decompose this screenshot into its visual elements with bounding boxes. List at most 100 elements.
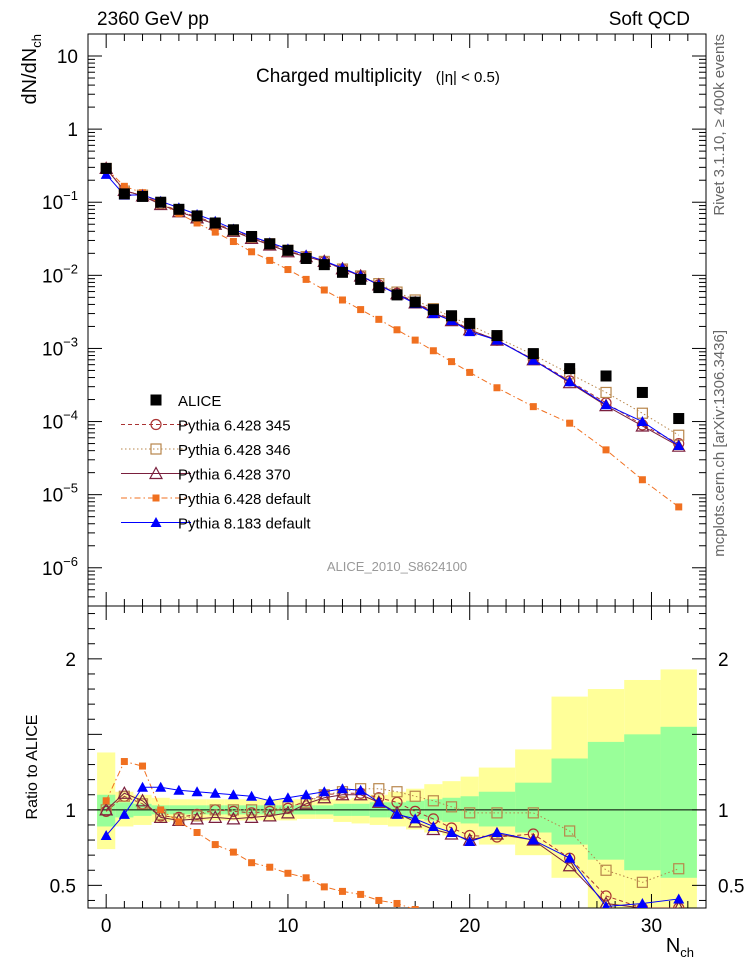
point-ratio-pythia-8-183-default	[209, 787, 221, 798]
band-green	[478, 791, 516, 827]
point-ratio-pythia-6-428-346	[427, 795, 439, 807]
point-pythia-6-428-default	[302, 275, 310, 283]
point-alice	[118, 188, 130, 200]
point-ratio-pythia-6-428-default	[139, 762, 147, 770]
legend-marker	[150, 394, 162, 406]
point-ratio-pythia-8-183-default	[137, 781, 149, 792]
point-alice	[355, 273, 367, 285]
y-tick-exponent: −1	[63, 188, 78, 203]
legend-marker	[150, 418, 162, 431]
point-pythia-6-428-default	[120, 182, 128, 190]
point-alice	[373, 282, 385, 294]
point-pythia-6-428-default	[320, 286, 328, 294]
point-ratio-pythia-8-183-default	[300, 789, 312, 800]
point-alice	[673, 413, 685, 425]
point-pythia-8-183-default	[564, 376, 576, 387]
point-ratio-pythia-6-428-default	[338, 887, 346, 895]
point-alice	[173, 203, 185, 215]
point-ratio-pythia-6-428-default	[175, 818, 183, 826]
legend-marker	[150, 517, 162, 527]
point-ratio-pythia-6-428-default	[357, 890, 365, 898]
point-pythia-6-428-default	[229, 238, 237, 246]
ratio-y-tick-label-right: 2	[718, 650, 729, 671]
y-tick-exponent: −3	[63, 334, 78, 349]
point-ratio-pythia-8-183-default	[636, 897, 648, 908]
legend-label-alice: ALICE	[178, 393, 221, 410]
category-label: Soft QCD	[608, 9, 690, 30]
ratio-y-tick-label-right: 0.5	[718, 876, 744, 897]
legend-marker	[148, 466, 164, 480]
point-alice	[246, 230, 258, 242]
point-alice	[209, 217, 221, 229]
point-alice	[282, 244, 294, 256]
ratio-y-tick-label-right: 1	[718, 801, 729, 822]
point-ratio-pythia-6-428-default	[102, 797, 110, 805]
point-ratio-pythia-6-428-370	[99, 802, 114, 816]
point-alice	[100, 162, 112, 174]
ratio-y-tick-label: 2	[65, 650, 76, 671]
band-green	[660, 726, 697, 878]
point-ratio-pythia-8-183-default	[264, 795, 276, 806]
point-ratio-pythia-6-428-default	[211, 841, 219, 849]
point-pythia-6-428-default	[448, 358, 456, 366]
point-ratio-pythia-6-428-370	[335, 787, 350, 801]
point-pythia-8-183-default	[527, 354, 539, 365]
y-tick-label: 10−1	[42, 188, 78, 214]
x-tick-label: 0	[101, 916, 112, 937]
y-axis-label: dN/dNch	[19, 34, 44, 104]
point-ratio-pythia-8-183-default	[673, 893, 685, 904]
y-tick-label: 10−2	[42, 261, 78, 287]
analysis-watermark: ALICE_2010_S8624100	[327, 559, 467, 574]
y-tick-label: 1	[67, 120, 78, 141]
point-pythia-6-428-default	[429, 347, 437, 355]
point-pythia-6-428-default	[357, 306, 365, 314]
point-ratio-pythia-8-183-default	[155, 781, 167, 792]
point-alice	[446, 310, 458, 322]
point-ratio-pythia-6-428-default	[157, 806, 165, 814]
y-tick-label: 10−6	[42, 554, 78, 580]
point-ratio-pythia-8-183-default	[246, 790, 258, 801]
point-ratio-pythia-6-428-346	[227, 804, 240, 816]
point-pythia-6-428-default	[602, 446, 610, 454]
point-ratio-pythia-8-183-default	[446, 827, 458, 837]
point-ratio-pythia-8-183-default	[118, 808, 130, 819]
point-ratio-pythia-6-428-370	[208, 810, 223, 824]
rivet-label: Rivet 3.1.10, ≥ 400k events	[711, 34, 728, 216]
y-tick-label: 10−5	[42, 481, 78, 507]
point-pythia-6-428-default	[493, 384, 501, 392]
point-ratio-pythia-6-428-346	[564, 825, 576, 837]
point-ratio-pythia-6-428-370	[371, 795, 386, 808]
point-pythia-6-428-default	[266, 256, 274, 264]
point-ratio-pythia-6-428-default	[375, 896, 383, 904]
point-ratio-pythia-6-428-370	[244, 810, 259, 824]
point-ratio-pythia-8-183-default	[227, 789, 239, 800]
point-ratio-pythia-6-428-346	[445, 801, 458, 813]
legend-marker	[150, 443, 162, 455]
point-alice	[600, 370, 612, 382]
point-pythia-6-428-370	[526, 352, 541, 366]
ratio-y-tick-label: 1	[65, 801, 76, 822]
point-ratio-pythia-6-428-346	[527, 807, 539, 819]
point-alice	[491, 330, 503, 342]
point-alice	[137, 190, 149, 202]
point-ratio-pythia-6-428-370	[153, 810, 168, 824]
point-ratio-pythia-6-428-370	[674, 900, 683, 908]
point-ratio-pythia-8-183-default	[173, 784, 185, 795]
y-tick-exponent: −6	[63, 554, 78, 569]
ratio-series	[99, 758, 685, 908]
point-ratio-pythia-6-428-346	[191, 810, 203, 822]
point-ratio-pythia-6-428-346	[391, 786, 403, 798]
point-alice	[155, 196, 167, 208]
point-ratio-pythia-6-428-346	[636, 876, 648, 888]
point-ratio-pythia-6-428-default	[193, 829, 201, 836]
point-ratio-pythia-6-428-346	[373, 783, 385, 795]
point-ratio-pythia-6-428-default	[302, 874, 310, 882]
point-alice	[336, 266, 348, 278]
y-tick-label: 10	[57, 47, 78, 68]
point-ratio-pythia-8-183-default	[282, 792, 294, 803]
point-pythia-6-428-346	[600, 386, 612, 399]
point-pythia-6-428-default	[411, 336, 419, 344]
legend-label-pythia-8-183-default: Pythia 8.183 default	[178, 516, 311, 533]
y-tick-label: 10−4	[42, 408, 78, 434]
point-ratio-pythia-6-428-370	[299, 796, 314, 810]
